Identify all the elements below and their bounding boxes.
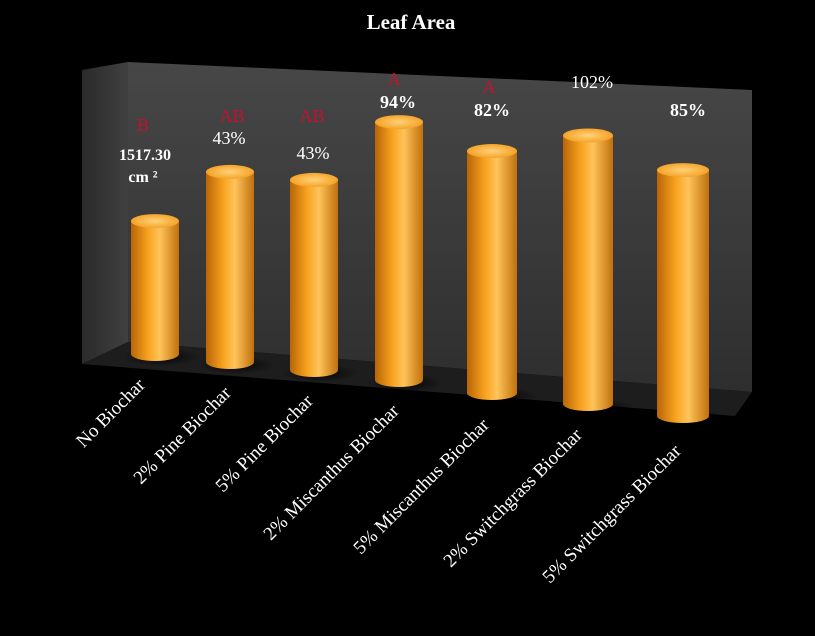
bar-group — [198, 164, 274, 374]
percent-label: 85% — [670, 100, 706, 120]
percent-label: 102% — [571, 72, 613, 92]
significance-letter: B — [137, 115, 149, 135]
bar — [657, 170, 709, 423]
chart-side-wall — [82, 62, 128, 364]
chart-title: Leaf Area — [367, 10, 456, 34]
bar — [563, 135, 613, 412]
percent-label: 43% — [213, 128, 246, 148]
bar-group — [123, 214, 199, 366]
bar-group — [282, 172, 358, 382]
significance-letter: AB — [299, 106, 324, 126]
bar-cap — [563, 128, 613, 143]
bars-layer — [123, 115, 729, 428]
significance-letter: A — [388, 69, 401, 89]
bar-group — [649, 163, 729, 428]
bar — [131, 221, 179, 361]
value-label: 1517.30 — [119, 147, 171, 164]
bar-cap — [467, 144, 517, 159]
x-tick-label: No Biochar — [72, 374, 150, 452]
bar — [375, 122, 423, 388]
bar-cap — [657, 163, 709, 178]
significance-letter: A — [483, 77, 496, 97]
bar — [290, 179, 338, 377]
bar-cap — [375, 115, 423, 130]
bar — [206, 171, 254, 369]
bar — [467, 151, 517, 400]
bar-cap — [206, 164, 254, 179]
value-unit-label: cm ² — [128, 169, 157, 186]
percent-label: 43% — [297, 143, 330, 163]
bar-group — [459, 144, 537, 405]
bar-cap — [290, 172, 338, 187]
percent-label: 94% — [380, 92, 416, 112]
x-tick-label: 5% Pine Biochar — [212, 390, 318, 496]
percent-label: 82% — [474, 100, 510, 120]
bar-group — [555, 128, 633, 416]
bar-group — [367, 115, 443, 392]
significance-letter: AB — [219, 106, 244, 126]
bar-cap — [131, 214, 179, 229]
